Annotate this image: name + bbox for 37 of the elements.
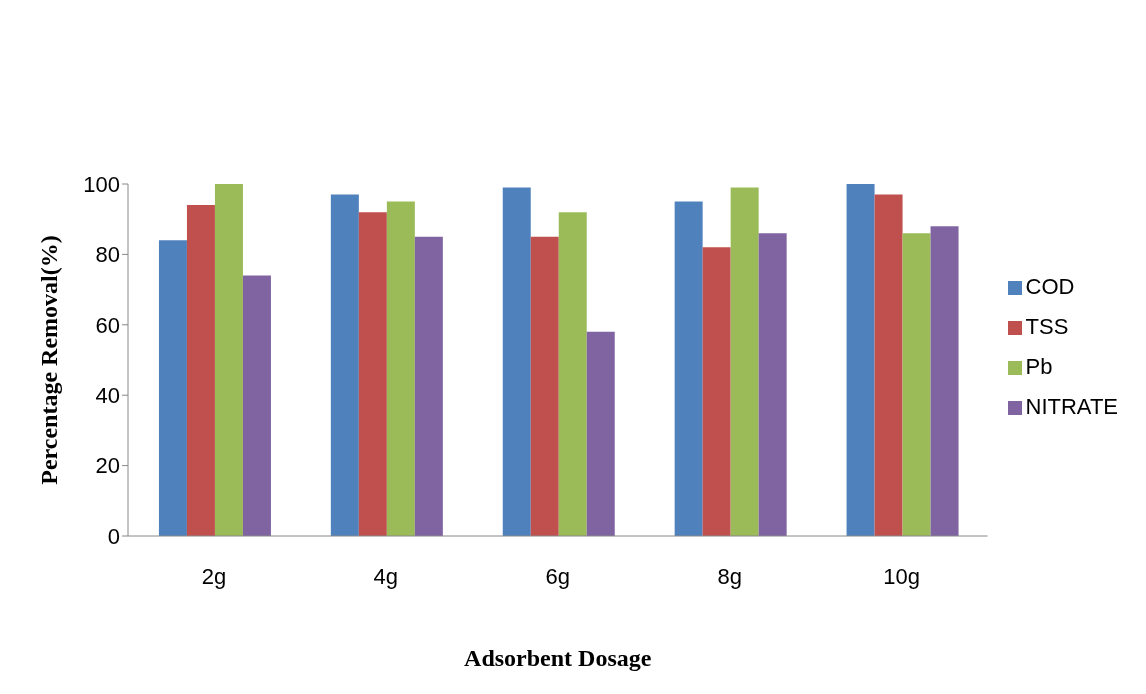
x-tick-label: 8g xyxy=(717,563,742,589)
y-tick-label: 40 xyxy=(95,383,120,409)
bar xyxy=(186,205,215,536)
bar xyxy=(674,201,703,536)
bar xyxy=(358,212,387,536)
bar xyxy=(586,331,615,536)
bar xyxy=(930,226,959,536)
x-tick-label: 10g xyxy=(883,563,920,589)
bar xyxy=(386,201,415,536)
bar xyxy=(502,187,531,536)
y-axis-title: Percentage Removal(%) xyxy=(35,235,62,485)
x-tick-label: 6g xyxy=(545,563,570,589)
bar xyxy=(558,212,587,536)
legend-label: Pb xyxy=(1025,354,1053,379)
bar xyxy=(846,184,875,536)
legend-label: COD xyxy=(1025,274,1075,299)
bar xyxy=(414,236,443,536)
bar xyxy=(758,233,787,536)
bar xyxy=(330,194,359,536)
bar xyxy=(530,236,559,536)
x-tick-label: 4g xyxy=(373,563,399,589)
bar xyxy=(214,184,243,536)
bar xyxy=(730,187,759,536)
x-tick-label: 2g xyxy=(201,563,227,589)
y-tick-label: 100 xyxy=(83,171,120,197)
bar xyxy=(158,240,187,536)
x-axis-title: Adsorbent Dosage xyxy=(464,645,652,671)
bar xyxy=(874,194,903,536)
y-tick-label: 60 xyxy=(95,312,120,338)
y-tick-label: 0 xyxy=(107,523,120,549)
legend-label: NITRATE xyxy=(1025,394,1118,419)
bar xyxy=(702,247,731,536)
y-tick-label: 80 xyxy=(95,242,120,268)
legend-label: TSS xyxy=(1025,314,1069,339)
bar xyxy=(242,275,271,536)
bar xyxy=(902,233,931,536)
y-tick-label: 20 xyxy=(95,453,120,479)
